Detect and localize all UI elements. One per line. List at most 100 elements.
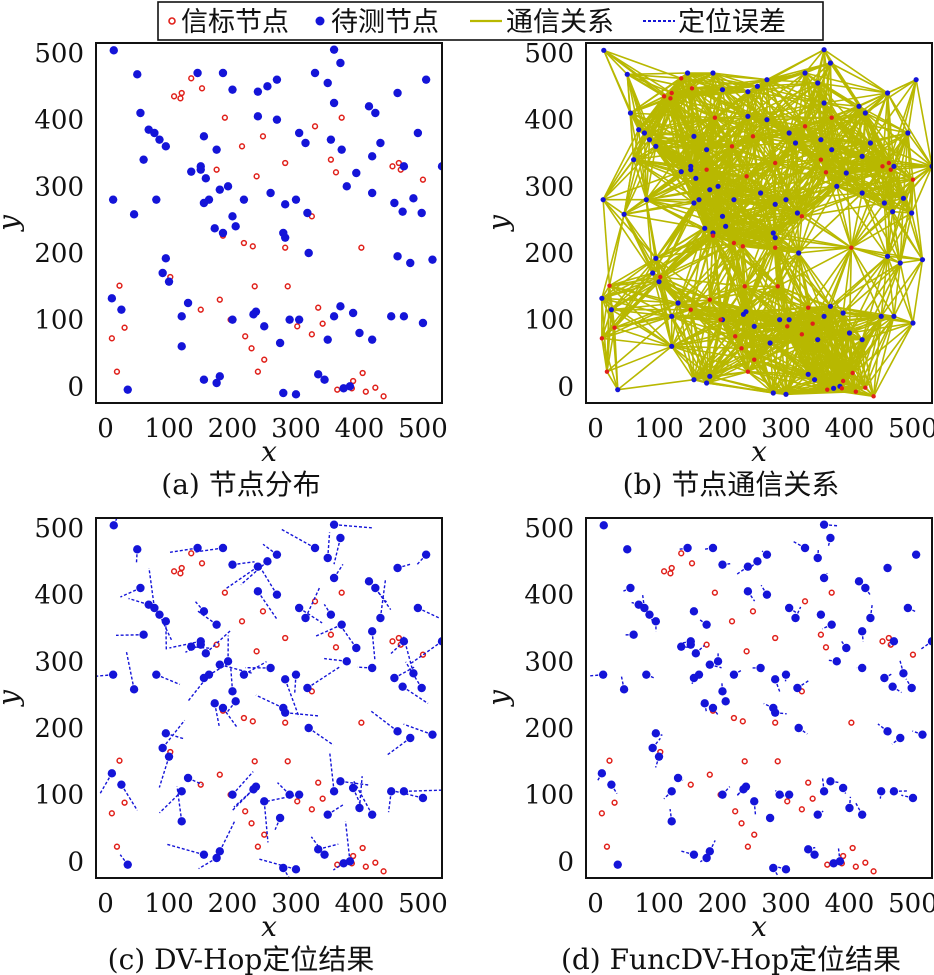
comm-link <box>747 72 806 117</box>
unknown-node <box>294 603 304 613</box>
error-line <box>197 610 218 626</box>
unknown-node <box>201 174 211 183</box>
unknown-node <box>880 673 889 683</box>
comm-link <box>836 185 889 257</box>
unknown-node <box>413 128 423 138</box>
unknown-node <box>371 108 380 118</box>
comm-link <box>677 232 714 304</box>
comm-link <box>606 315 673 373</box>
unknown-node <box>329 520 339 529</box>
unknown-node <box>210 224 219 233</box>
unknown-node <box>723 223 729 229</box>
unknown-node <box>314 370 323 379</box>
comm-link <box>706 358 755 384</box>
comm-link <box>778 319 787 395</box>
comm-link <box>836 165 895 188</box>
beacon-node <box>178 564 185 572</box>
comm-link <box>712 232 779 287</box>
y-tick-label: 100 <box>34 306 84 336</box>
beacon-node <box>688 560 696 567</box>
beacon-node <box>667 570 674 577</box>
y-tick-label: 300 <box>524 172 574 202</box>
unknown-node <box>878 313 884 319</box>
unknown-node <box>329 45 339 54</box>
unknown-node <box>819 573 829 583</box>
beacon-node <box>177 570 184 577</box>
comm-link <box>706 149 762 194</box>
unknown-node <box>862 110 868 116</box>
comm-link <box>842 262 901 314</box>
y-axis-label: y <box>482 689 515 708</box>
unknown-node <box>597 769 607 778</box>
comm-link <box>760 185 837 194</box>
unknown-node <box>827 60 834 66</box>
unknown-node <box>827 303 834 309</box>
unknown-node <box>702 225 708 231</box>
beacon-node <box>254 843 262 850</box>
comm-link <box>747 91 768 121</box>
error-line <box>257 590 278 620</box>
unknown-node <box>631 157 637 163</box>
beacon-node <box>372 859 379 866</box>
legend-unknown-marker <box>315 16 325 26</box>
error-line <box>128 597 149 606</box>
unknown-node <box>417 683 426 693</box>
error-line <box>329 753 335 792</box>
unknown-node <box>832 657 841 666</box>
comm-link <box>893 79 917 167</box>
beacon-node <box>338 589 345 596</box>
comm-link <box>601 297 672 318</box>
comm-link <box>883 166 895 204</box>
unknown-node <box>155 135 164 144</box>
comm-link <box>603 49 628 75</box>
comm-link <box>671 315 711 377</box>
unknown-node <box>367 188 377 198</box>
error-line <box>165 732 185 740</box>
beacon-node <box>380 868 387 875</box>
comm-link <box>788 132 847 174</box>
beacon-node <box>888 167 893 172</box>
comm-link <box>817 339 841 387</box>
comm-link <box>880 259 924 317</box>
comm-link <box>835 186 853 248</box>
unknown-node <box>704 380 710 386</box>
unknown-node <box>838 783 848 793</box>
comm-link <box>725 192 762 227</box>
unknown-node <box>740 311 747 317</box>
comm-link <box>774 236 800 254</box>
beacon-node <box>242 808 249 815</box>
unknown-node <box>371 583 380 593</box>
error-line <box>308 727 334 746</box>
error-line <box>229 666 234 692</box>
unknown-node <box>643 197 649 203</box>
comm-link <box>623 202 695 216</box>
comm-link <box>734 335 774 394</box>
unknown-node <box>762 550 772 559</box>
unknown-node <box>117 780 126 789</box>
beacon-node <box>910 177 916 182</box>
beacon-node <box>718 317 723 322</box>
error-line <box>387 791 392 813</box>
comm-link <box>788 62 832 134</box>
unknown-node <box>418 318 428 328</box>
comm-link <box>804 62 831 74</box>
comm-link <box>606 371 619 391</box>
unknown-node <box>857 810 867 819</box>
unknown-node <box>713 657 723 666</box>
unknown-node <box>215 185 224 194</box>
comm-link <box>603 49 673 94</box>
comm-link <box>709 226 727 300</box>
comm-link <box>823 102 871 144</box>
comm-link <box>775 236 852 249</box>
error-line <box>341 627 357 649</box>
comm-link <box>690 165 735 201</box>
error-line <box>205 630 231 654</box>
comm-link <box>693 192 761 204</box>
unknown-node <box>150 603 159 613</box>
unknown-node <box>653 143 659 149</box>
beacon-node <box>668 96 673 101</box>
comm-link <box>845 172 863 194</box>
comm-link <box>798 192 863 254</box>
comm-link <box>706 132 790 151</box>
unknown-node <box>919 257 926 263</box>
